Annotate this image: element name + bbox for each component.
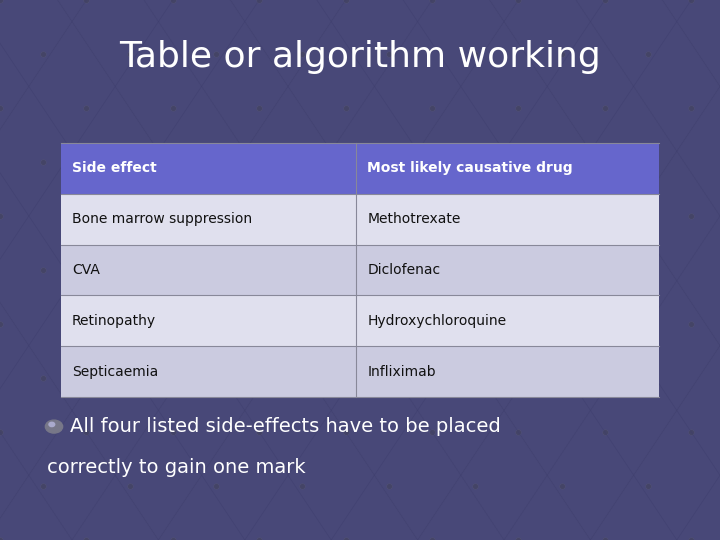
- Text: CVA: CVA: [72, 263, 100, 277]
- Circle shape: [49, 422, 55, 427]
- Text: All four listed side-effects have to be placed: All four listed side-effects have to be …: [70, 417, 500, 436]
- Text: Side effect: Side effect: [72, 161, 157, 176]
- Bar: [61, 194, 659, 245]
- Text: Table or algorithm working: Table or algorithm working: [119, 40, 601, 73]
- Bar: [61, 245, 659, 295]
- Text: Methotrexate: Methotrexate: [367, 212, 461, 226]
- Text: Bone marrow suppression: Bone marrow suppression: [72, 212, 252, 226]
- Text: Infliximab: Infliximab: [367, 364, 436, 379]
- Text: Diclofenac: Diclofenac: [367, 263, 441, 277]
- Bar: [61, 143, 659, 194]
- Text: correctly to gain one mark: correctly to gain one mark: [47, 457, 305, 477]
- Text: Retinopathy: Retinopathy: [72, 314, 156, 328]
- Bar: [61, 346, 659, 397]
- Bar: [61, 295, 659, 346]
- Text: Septicaemia: Septicaemia: [72, 364, 158, 379]
- Circle shape: [45, 420, 63, 433]
- Text: Hydroxychloroquine: Hydroxychloroquine: [367, 314, 506, 328]
- Text: Most likely causative drug: Most likely causative drug: [367, 161, 573, 176]
